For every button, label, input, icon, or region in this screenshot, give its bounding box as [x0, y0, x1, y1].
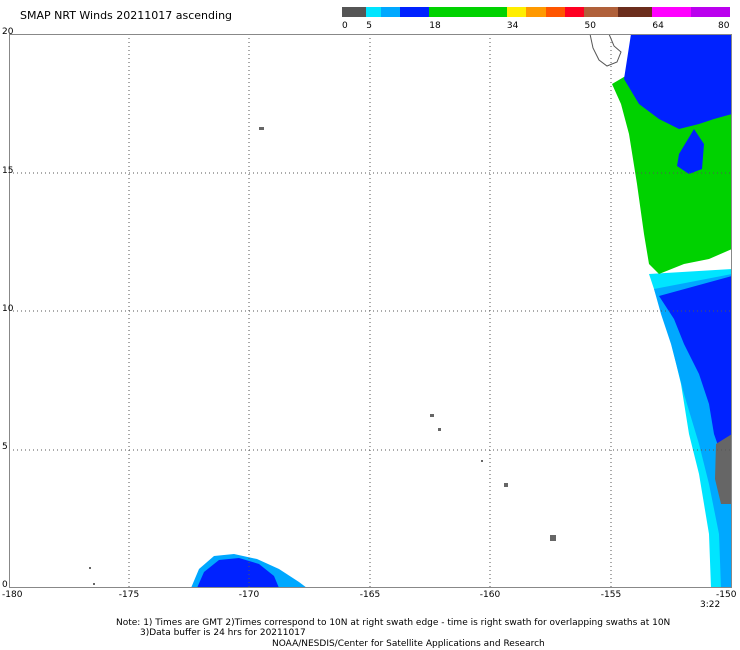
colorbar-segment [342, 7, 367, 17]
island-small-g [93, 583, 95, 585]
note-line-1: Note: 1) Times are GMT 2)Times correspon… [116, 618, 671, 628]
colorbar-segment [618, 7, 653, 17]
longitude-label: -150 [716, 590, 737, 600]
latitude-label: 20 [2, 27, 14, 37]
latitude-label: 5 [2, 442, 8, 452]
colorbar-tick-label: 64 [652, 21, 664, 31]
island-southeast [715, 434, 732, 504]
colorbar-tick-label: 5 [366, 21, 372, 31]
colorbar-segment [526, 7, 546, 17]
map-title: SMAP NRT Winds 20211017 ascending [20, 9, 233, 22]
swath-bottom-deep-blue [197, 558, 279, 588]
island-small-b [438, 428, 441, 431]
colorbar-segment [652, 7, 692, 17]
land-masses [89, 34, 732, 585]
latitude-label: 15 [2, 166, 14, 176]
island-hawaii-coast [589, 34, 622, 67]
swath-blue-pocket [677, 129, 704, 174]
colorbar-segment [380, 7, 401, 17]
longitude-label: -175 [118, 590, 140, 600]
longitude-label: -160 [479, 590, 501, 600]
latitude-label: 0 [2, 580, 8, 590]
map-frame [9, 34, 732, 588]
note-line-2: 3)Data buffer is 24 hrs for 20211017 [140, 628, 306, 638]
pass-time-label: 3:22 [700, 600, 721, 610]
wind-swath-right [612, 34, 732, 588]
swath-green [612, 74, 732, 274]
colorbar-tick-label: 50 [584, 21, 596, 31]
colorbar-tick-label: 34 [506, 21, 519, 31]
longitude-label: -165 [359, 590, 381, 600]
colorbar-tick-label: 80 [718, 21, 730, 31]
colorbar-segment [584, 7, 619, 17]
longitude-label: -180 [2, 590, 23, 600]
graticule [9, 34, 732, 588]
note-line-3: NOAA/NESDIS/Center for Satellite Applica… [272, 639, 545, 649]
island-small-f [89, 567, 91, 569]
colorbar-segment [506, 7, 527, 17]
colorbar-tick-label: 0 [342, 21, 348, 31]
island-small-a [430, 414, 434, 417]
latitude-label: 10 [2, 304, 14, 314]
longitude-label: -155 [600, 590, 622, 600]
island-small-c [504, 483, 508, 487]
wind-speed-colorbar [342, 7, 730, 17]
colorbar-segment [565, 7, 585, 17]
swath-deep-blue-lower [659, 276, 732, 464]
colorbar-segment [691, 7, 730, 17]
longitude-label: -170 [238, 590, 260, 600]
swath-deep-blue-top-right [669, 34, 732, 94]
island-small-d [550, 535, 556, 541]
island-johnston [259, 127, 264, 130]
colorbar-tick-label: 18 [429, 21, 441, 31]
colorbar-segment [366, 7, 381, 17]
wind-map [9, 34, 732, 588]
colorbar-segment [400, 7, 430, 17]
island-small-e [481, 460, 483, 462]
colorbar-segment [545, 7, 566, 17]
colorbar-segment [429, 7, 507, 17]
